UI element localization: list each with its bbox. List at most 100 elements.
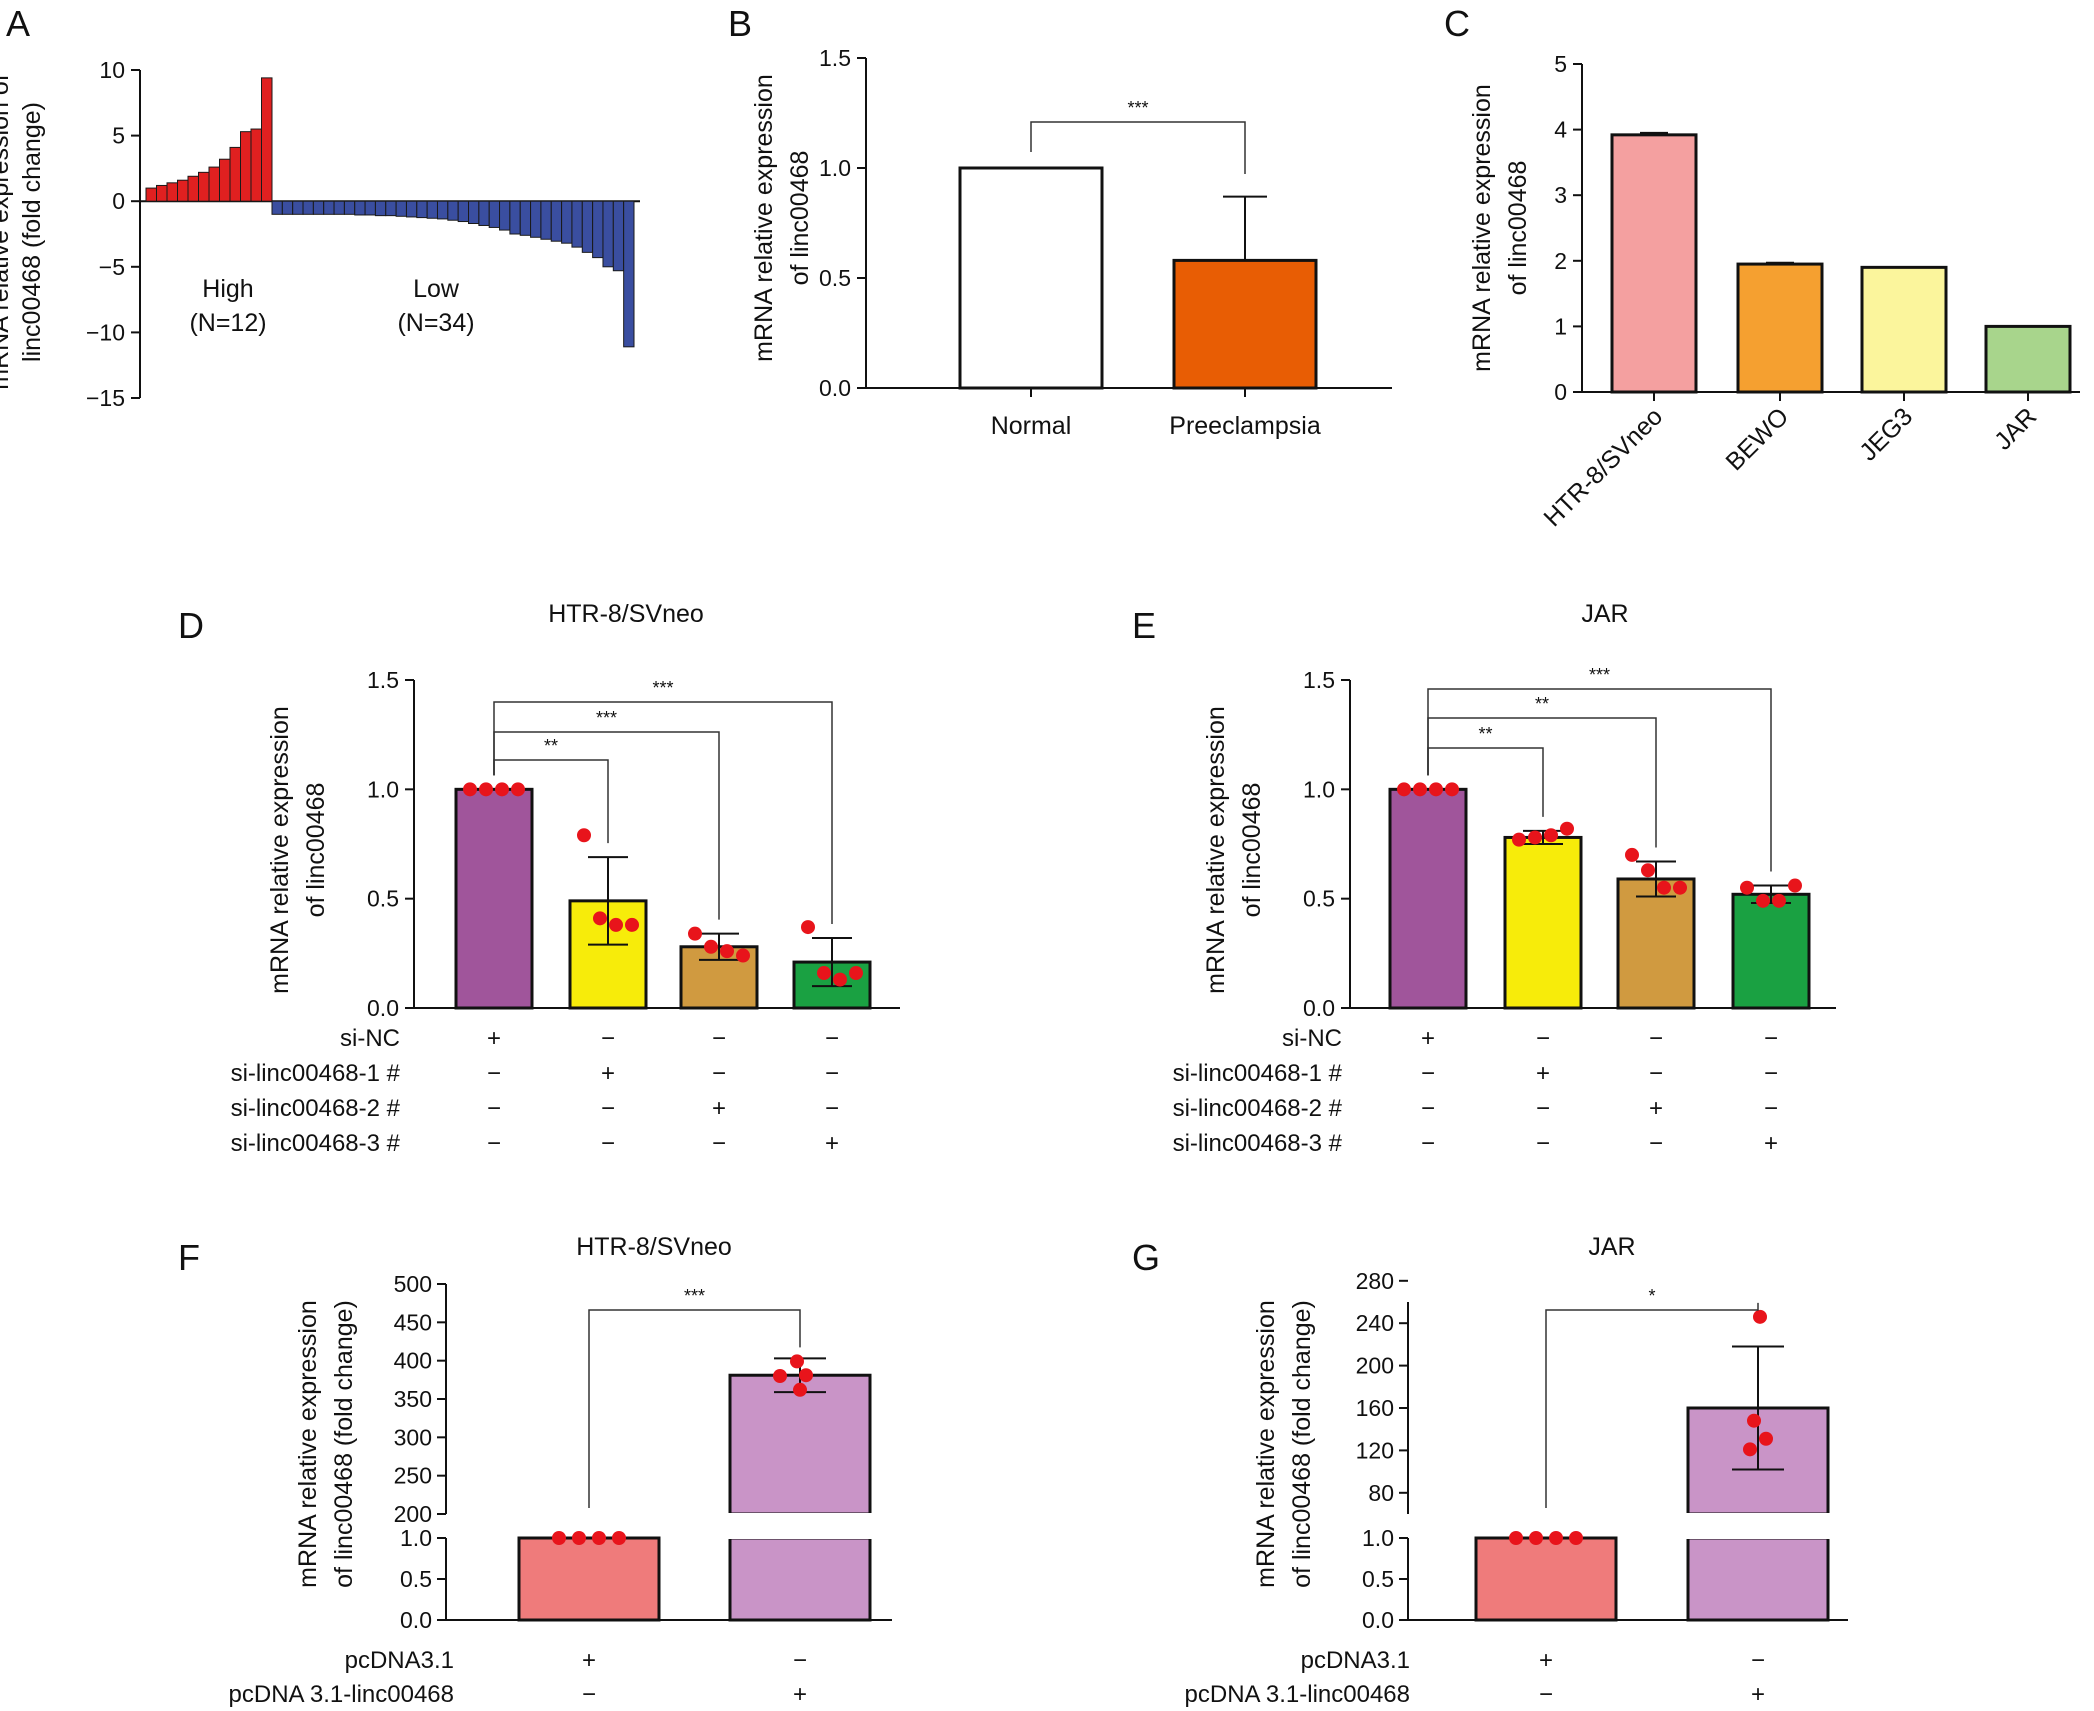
panel-f-lower-tick-label-2: 0.0 (400, 1607, 432, 1633)
panel-d-condition-4: si-linc00468-3 # (231, 1130, 401, 1157)
panel-e-condition-1-mark-1: + (1421, 1025, 1435, 1052)
panel-g-lower-tick-label-1: 0.5 (1362, 1566, 1394, 1592)
panel-a-bar-low-14 (405, 200, 418, 218)
panel-g-upper-tick-label-0: 280 (1356, 1268, 1394, 1294)
panel-b-y-tick-label-3: 0.0 (819, 375, 851, 401)
panel-b-bar-2 (1172, 258, 1318, 390)
panel-c-y-tick-label-3: 2 (1554, 248, 1567, 274)
panel-e-point-3-2 (1641, 863, 1655, 878)
panel-a-y-tick-label-0: 10 (99, 57, 125, 83)
panel-letter-g: G (1132, 1237, 1160, 1278)
panel-e-condition-4: si-linc00468-3 # (1173, 1130, 1343, 1157)
panel-g-upper-tick-label-4: 120 (1356, 1437, 1394, 1463)
panel-a-group-high: High (202, 275, 253, 303)
panel-e-sig-3-label: *** (1589, 665, 1610, 685)
panel-f-upper-tick-label-5: 250 (394, 1463, 432, 1489)
panel-e-point-3-3 (1657, 880, 1671, 895)
panel-a-bar-high-9 (229, 146, 241, 202)
panel-a-bar-low-20 (468, 200, 480, 225)
panel-f-point-2-3 (799, 1368, 813, 1383)
panel-b-bar-1 (958, 166, 1104, 390)
panel-b-y-tick-label-1: 1.0 (819, 155, 851, 181)
panel-a-y-tick-label-3: −5 (99, 254, 125, 280)
panel-a-bar-low-30 (571, 200, 583, 248)
panel-d-point-1-1 (463, 782, 477, 797)
panel-e-y-tick-label-1: 1.0 (1303, 776, 1335, 802)
panel-g-point-2-4 (1743, 1442, 1757, 1457)
panel-e-condition-3-mark-4: − (1764, 1095, 1778, 1122)
panel-a-bar-high-3 (166, 182, 178, 202)
panel-letter-b: B (728, 3, 752, 44)
panel-f-condition-1-mark-1: + (582, 1647, 596, 1674)
panel-e-condition-4-mark-3: − (1649, 1130, 1663, 1157)
panel-letter-c: C (1444, 3, 1470, 44)
panel-e-point-2-3 (1544, 828, 1558, 843)
panel-g-condition-1: pcDNA3.1 (1301, 1647, 1410, 1674)
panel-c-y-tick-label-4: 1 (1554, 313, 1567, 339)
panel-f-sig-bracket (588, 1309, 801, 1508)
panel-f-condition-1: pcDNA3.1 (345, 1647, 454, 1674)
panel-f-point-2-4 (793, 1382, 807, 1397)
panel-e-condition-3-mark-2: − (1536, 1095, 1550, 1122)
panel-c-bar-1 (1610, 133, 1698, 394)
panel-g-condition-2: pcDNA 3.1-linc00468 (1185, 1681, 1410, 1708)
panel-e-condition-1-mark-4: − (1764, 1025, 1778, 1052)
panel-a-bar-low-3 (292, 200, 304, 215)
panel-g-point-1-4 (1569, 1531, 1583, 1545)
panel-a-group-low-n: (N=34) (397, 309, 474, 337)
panel-d-condition-1-mark-1: + (487, 1025, 501, 1052)
panel-f-ylabel-line-1: mRNA relative expression (294, 1300, 322, 1588)
panel-a-bar-low-6 (323, 200, 335, 215)
panel-a-y-tick-label-5: −15 (86, 385, 125, 411)
panel-g-bar-1 (1474, 1536, 1618, 1622)
panel-e-bar-3 (1616, 877, 1696, 1010)
panel-b-sig-label: *** (1127, 98, 1148, 118)
panel-g-condition-2-mark-2: + (1751, 1681, 1765, 1708)
panel-a-bar-high-2 (156, 184, 168, 202)
panel-a-bar-high-6 (198, 171, 210, 202)
panel-a-bar-high-11 (250, 128, 262, 202)
panel-c-y-tick-label-1: 4 (1554, 117, 1567, 143)
panel-b-category-1: Normal (991, 412, 1072, 440)
panel-g-axis-break-gap (1684, 1513, 1832, 1539)
panel-d-condition-2: si-linc00468-1 # (231, 1060, 401, 1087)
panel-d-point-2-4 (625, 917, 639, 932)
panel-d-sig-1-label: ** (544, 736, 558, 756)
panel-d-y-tick-label-3: 0.0 (367, 995, 399, 1021)
panel-e-condition-2-mark-4: − (1764, 1060, 1778, 1087)
panel-e-condition-3-mark-1: − (1421, 1095, 1435, 1122)
panel-e-condition-1-mark-2: − (1536, 1025, 1550, 1052)
panel-e-point-1-2 (1413, 782, 1427, 797)
panel-f-upper-tick-label-2: 400 (394, 1348, 432, 1374)
panel-g-upper-tick-label-1: 240 (1356, 1310, 1394, 1336)
panel-f-bar-2-upper (728, 1373, 872, 1516)
panel-e-condition-2-mark-2: + (1536, 1060, 1550, 1087)
panel-d-point-1-4 (511, 782, 525, 797)
panel-a-bar-low-21 (478, 200, 490, 226)
panel-c-ylabel-line-2: of linc00468 (1504, 161, 1532, 296)
panel-e-condition-2: si-linc00468-1 # (1173, 1060, 1343, 1087)
panel-a-bar-low-27 (540, 200, 552, 240)
panel-e-condition-4-mark-1: − (1421, 1130, 1435, 1157)
panel-a-bar-low-4 (302, 200, 314, 215)
panel-d-ylabel-line-1: mRNA relative expression (266, 706, 294, 994)
panel-g-point-2-1 (1753, 1309, 1767, 1324)
panel-d-condition-1-mark-4: − (825, 1025, 839, 1052)
panel-g-condition-1-mark-1: + (1539, 1647, 1553, 1674)
panel-d-condition-1-mark-2: − (601, 1025, 615, 1052)
panel-d-point-1-3 (495, 782, 509, 797)
panel-e-sig-1-label: ** (1478, 724, 1492, 744)
panel-d-point-3-2 (704, 939, 718, 954)
panel-b-ylabel-line-2: of linc00468 (786, 151, 814, 286)
panel-d-point-3-3 (720, 944, 734, 959)
panel-e-bar-2 (1503, 835, 1583, 1010)
panel-a-bar-high-7 (208, 166, 220, 202)
panel-a-bar-low-23 (499, 200, 511, 231)
panel-f-point-1-1 (552, 1531, 566, 1545)
panel-f-title: HTR-8/SVneo (576, 1233, 732, 1261)
panel-a-bar-low-11 (374, 200, 387, 217)
panel-a-bar-low-32 (592, 200, 604, 259)
panel-f-point-1-2 (572, 1531, 586, 1545)
panel-a-group-high-n: (N=12) (189, 309, 266, 337)
panel-d-point-1-2 (479, 782, 493, 797)
